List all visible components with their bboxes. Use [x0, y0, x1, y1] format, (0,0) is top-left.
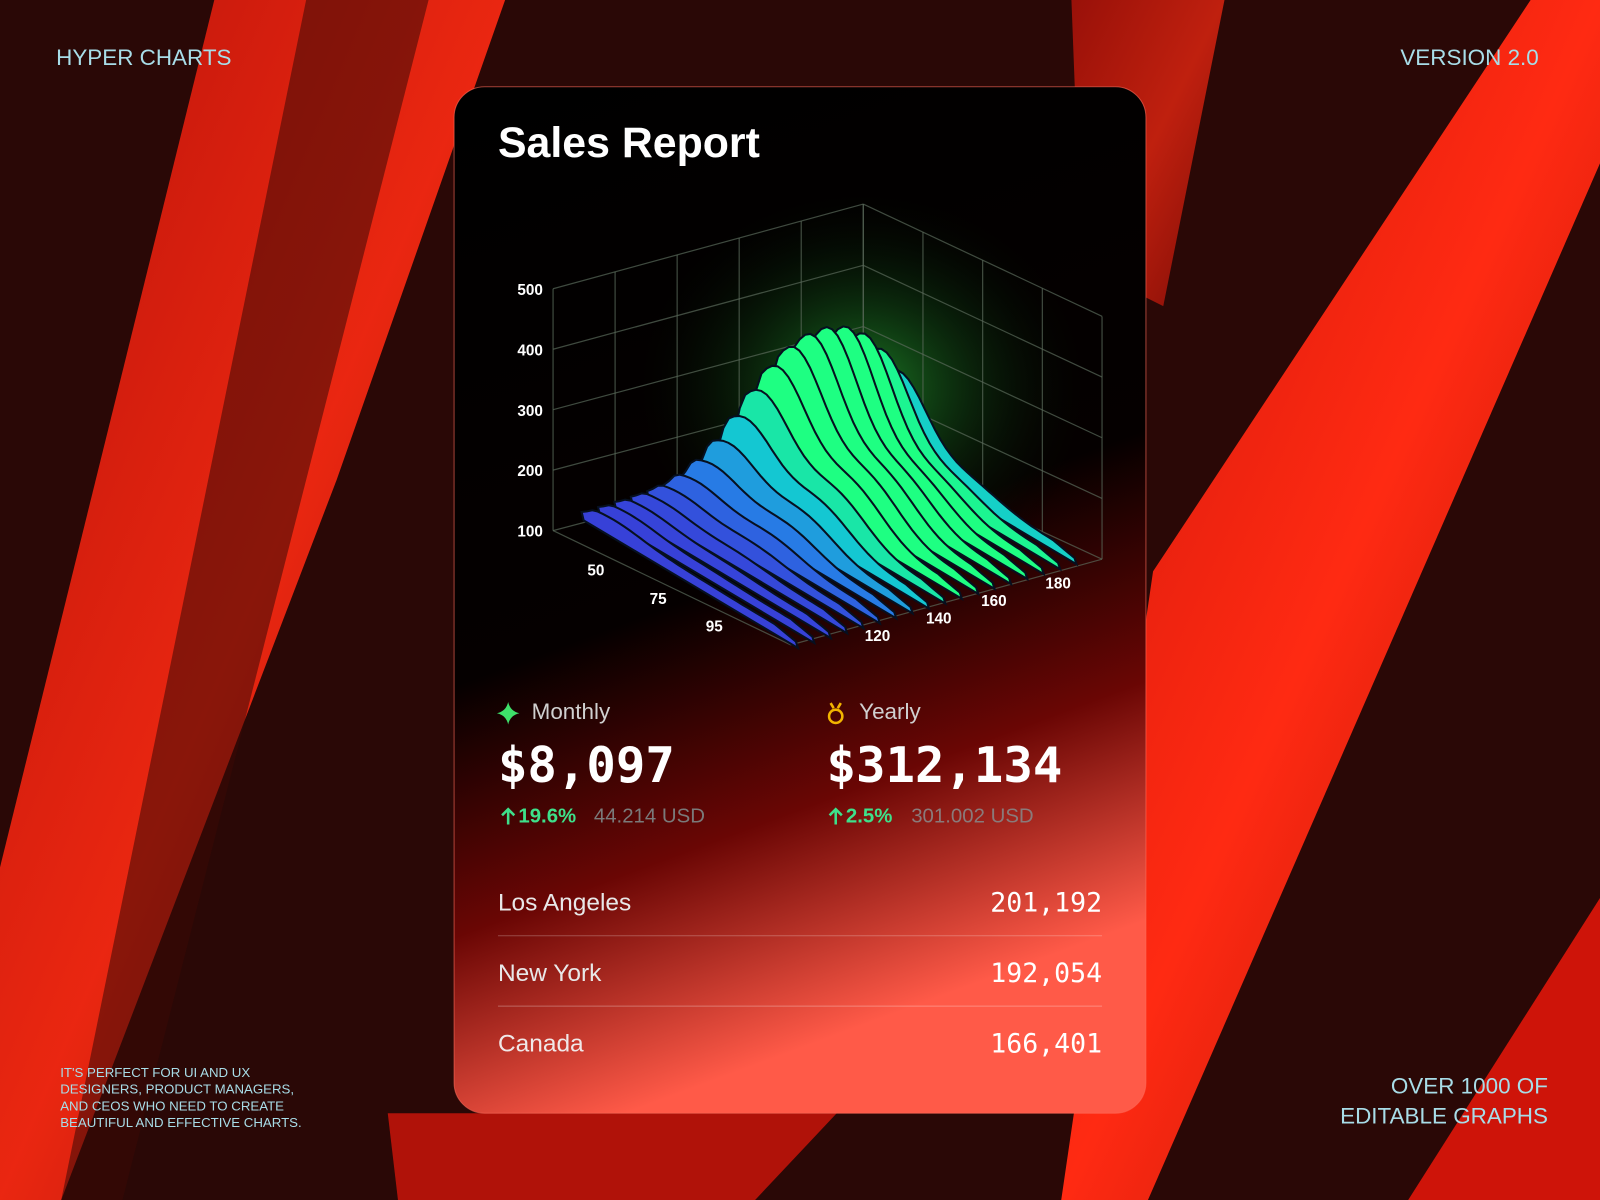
stat-secondary: 301.002 USD: [911, 806, 1033, 828]
y-tick-label: 200: [517, 463, 543, 480]
ridge: [809, 325, 1030, 582]
ridge: [645, 484, 866, 631]
ridge: [596, 504, 817, 646]
y-tick-label: 300: [517, 403, 543, 420]
ridge: [662, 473, 882, 626]
ridge: [728, 388, 948, 606]
ridge: [711, 414, 931, 611]
ridge: [629, 492, 849, 636]
stat-label: Monthly: [532, 699, 611, 724]
axis-tick-label: 140: [926, 610, 952, 627]
yearly-icon-ribbon: [829, 702, 842, 709]
card-title: Sales Report: [498, 119, 760, 167]
up-arrow: [501, 807, 516, 825]
axis-tick-label: 180: [1045, 576, 1071, 593]
region-name: Canada: [498, 1030, 584, 1057]
region-value: 166,401: [990, 1028, 1102, 1059]
ribbon: [387, 1113, 837, 1200]
grid-line: [863, 325, 1103, 439]
description-line: DESIGNERS, PRODUCT MANAGERS,: [60, 1081, 294, 1096]
region-name: New York: [498, 960, 602, 987]
ridge: [744, 364, 964, 601]
tagline-line: EDITABLE GRAPHS: [1340, 1103, 1548, 1128]
axis-tick-label: 95: [706, 619, 724, 636]
grid-line: [863, 264, 1103, 378]
ridge: [826, 332, 1046, 577]
up-arrow: [828, 807, 843, 825]
ridge: [760, 345, 981, 597]
region-name: Los Angeles: [498, 890, 631, 917]
axis-tick-label: 75: [650, 591, 668, 608]
stat-label: Yearly: [859, 699, 921, 724]
stat-value: $8,097: [498, 737, 675, 794]
grid-line: [552, 264, 864, 350]
description-line: BEAUTIFUL AND EFFECTIVE CHARTS.: [60, 1115, 301, 1130]
stat-value: $312,134: [827, 737, 1063, 794]
ridge: [678, 458, 899, 621]
region-value: 201,192: [990, 888, 1102, 919]
y-tick-label: 400: [517, 342, 543, 359]
y-tick-label: 100: [517, 524, 543, 541]
description-line: AND CEOS WHO NEED TO CREATE: [60, 1099, 284, 1114]
stat-secondary: 44.214 USD: [594, 806, 705, 828]
ribbon-shadow: [61, 0, 429, 1200]
floor-edge: [552, 530, 792, 646]
ribbon: [1061, 0, 1600, 1200]
axis-tick-label: 120: [865, 628, 891, 645]
ridge: [613, 498, 833, 641]
ridge: [793, 325, 1013, 587]
grid-line: [863, 203, 1103, 317]
tagline-line: OVER 1000 OF: [1391, 1074, 1548, 1099]
ridge: [695, 439, 915, 616]
brand: HYPER CHARTS: [56, 45, 231, 70]
stat-change: 19.6%: [518, 806, 576, 828]
axis-tick-label: 160: [981, 593, 1007, 610]
grid-line: [552, 203, 864, 290]
stat-change: 2.5%: [846, 806, 892, 828]
description-line: IT'S PERFECT FOR UI AND UX: [60, 1065, 250, 1080]
axis-tick-label: 50: [587, 562, 604, 579]
region-value: 192,054: [990, 958, 1102, 989]
version: VERSION 2.0: [1400, 45, 1538, 70]
chart-3d: 500 400 300 200 100 50 75 95 120 140 160 180: [517, 203, 1103, 651]
yearly-icon: [827, 708, 844, 725]
ridge: [777, 332, 997, 592]
card-content: 500 400 300 200 100 50 75 95 120 140 160 180: [517, 183, 1103, 651]
monthly-icon: [496, 702, 520, 725]
ridge: [580, 509, 800, 651]
y-tick-label: 500: [517, 282, 543, 299]
